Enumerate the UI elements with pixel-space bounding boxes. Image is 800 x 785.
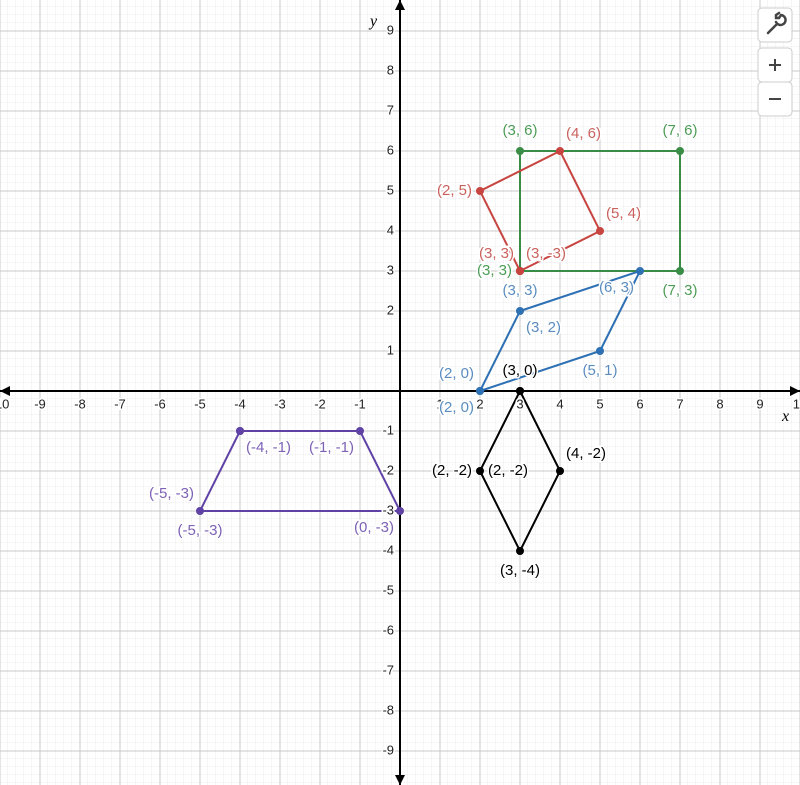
point-label: (3, 3) xyxy=(477,262,512,279)
point-label: (5, 1) xyxy=(582,362,617,379)
point-label: (3, 3) xyxy=(479,245,514,262)
x-tick-label: -2 xyxy=(314,396,326,411)
point-label: (-5, -3) xyxy=(178,522,223,539)
x-tick-label: 4 xyxy=(556,396,563,411)
x-tick-label: 6 xyxy=(636,396,643,411)
point-label: (6, 3) xyxy=(599,279,634,296)
point-label: (2, 5) xyxy=(437,182,472,199)
y-tick-label: -8 xyxy=(382,702,394,717)
point xyxy=(676,267,684,275)
point-label: (2, -2) xyxy=(488,462,528,479)
wrench-icon xyxy=(766,11,787,35)
x-tick-label: 2 xyxy=(476,396,483,411)
y-tick-label: 5 xyxy=(387,182,394,197)
point xyxy=(556,467,564,475)
y-tick-label: 4 xyxy=(387,222,394,237)
point xyxy=(556,147,564,155)
x-tick-label: 8 xyxy=(716,396,723,411)
point-label: (4, 6) xyxy=(566,125,601,142)
point-label: (7, 3) xyxy=(662,282,697,299)
x-tick-label: -8 xyxy=(74,396,86,411)
point xyxy=(196,507,204,515)
y-tick-label: -5 xyxy=(382,582,394,597)
point xyxy=(676,147,684,155)
point-label: (0, -3) xyxy=(354,519,394,536)
point xyxy=(636,267,644,275)
point xyxy=(476,387,484,395)
y-axis-label: y xyxy=(368,13,378,30)
y-tick-label: -1 xyxy=(382,422,394,437)
point-label: (3, -4) xyxy=(500,562,540,579)
x-tick-label: 9 xyxy=(756,396,763,411)
point-label: (4, -2) xyxy=(566,445,606,462)
y-tick-label: -6 xyxy=(382,622,394,637)
labels: -10 -9 -8 -7 -6 -5 -4 -3 -2 -1 1 2 3 4 5 6 7 8 9 10 -9 -8 -7 -6… xyxy=(0,13,800,759)
y-tick-label: -9 xyxy=(382,742,394,757)
point xyxy=(516,547,524,555)
x-tick-label: -1 xyxy=(354,396,366,411)
point-label: (3, 0) xyxy=(502,362,537,379)
point xyxy=(476,467,484,475)
point xyxy=(596,227,604,235)
x-tick-label: 7 xyxy=(676,396,683,411)
x-tick-label: 1 xyxy=(436,396,443,411)
point xyxy=(516,147,524,155)
point-label: (3, 2) xyxy=(526,319,561,336)
point-label: (7, 6) xyxy=(662,122,697,139)
point-label: (-1, -1) xyxy=(309,439,354,456)
point xyxy=(396,507,404,515)
point-label: (2, -2) xyxy=(432,462,472,479)
y-tick-label: 3 xyxy=(387,262,394,277)
x-tick-label: 3 xyxy=(516,396,523,411)
point-label: (5, 4) xyxy=(606,205,641,222)
point-label: (-4, -1) xyxy=(246,439,291,456)
y-tick-label: 9 xyxy=(387,22,394,37)
y-tick-label: 2 xyxy=(387,302,394,317)
x-tick-label: -5 xyxy=(194,396,206,411)
y-tick-label: -4 xyxy=(382,542,394,557)
point-label: (3, 3) xyxy=(502,282,537,299)
x-tick-label: -4 xyxy=(234,396,246,411)
toolbar xyxy=(757,7,793,117)
shapes xyxy=(196,147,684,555)
y-tick-label: -2 xyxy=(382,462,394,477)
y-tick-label: 6 xyxy=(387,142,394,157)
x-tick-label: -7 xyxy=(114,396,126,411)
x-tick-label: -6 xyxy=(154,396,166,411)
point xyxy=(596,347,604,355)
point-label: (3, -3) xyxy=(526,245,566,262)
y-tick-label: -3 xyxy=(382,502,394,517)
x-axis-label: x xyxy=(781,408,789,425)
point-label: (2, 0) xyxy=(439,399,474,416)
point xyxy=(236,427,244,435)
x-tick-label: 5 xyxy=(596,396,603,411)
x-tick-label: 10 xyxy=(793,396,800,411)
y-tick-label: 8 xyxy=(387,62,394,77)
point xyxy=(516,307,524,315)
point xyxy=(516,387,524,395)
point-label: (3, 6) xyxy=(502,122,537,139)
x-tick-label: -9 xyxy=(34,396,46,411)
point xyxy=(356,427,364,435)
point-label: (2, 0) xyxy=(439,365,474,382)
point xyxy=(476,187,484,195)
y-tick-label: -7 xyxy=(382,662,394,677)
x-tick-label: -10 xyxy=(0,396,9,411)
y-tick-label: 7 xyxy=(387,102,394,117)
point xyxy=(516,267,524,275)
x-tick-label: -3 xyxy=(274,396,286,411)
plus-icon xyxy=(769,59,781,71)
point-label: (-5, -3) xyxy=(149,485,194,502)
y-tick-label: 1 xyxy=(387,342,394,357)
